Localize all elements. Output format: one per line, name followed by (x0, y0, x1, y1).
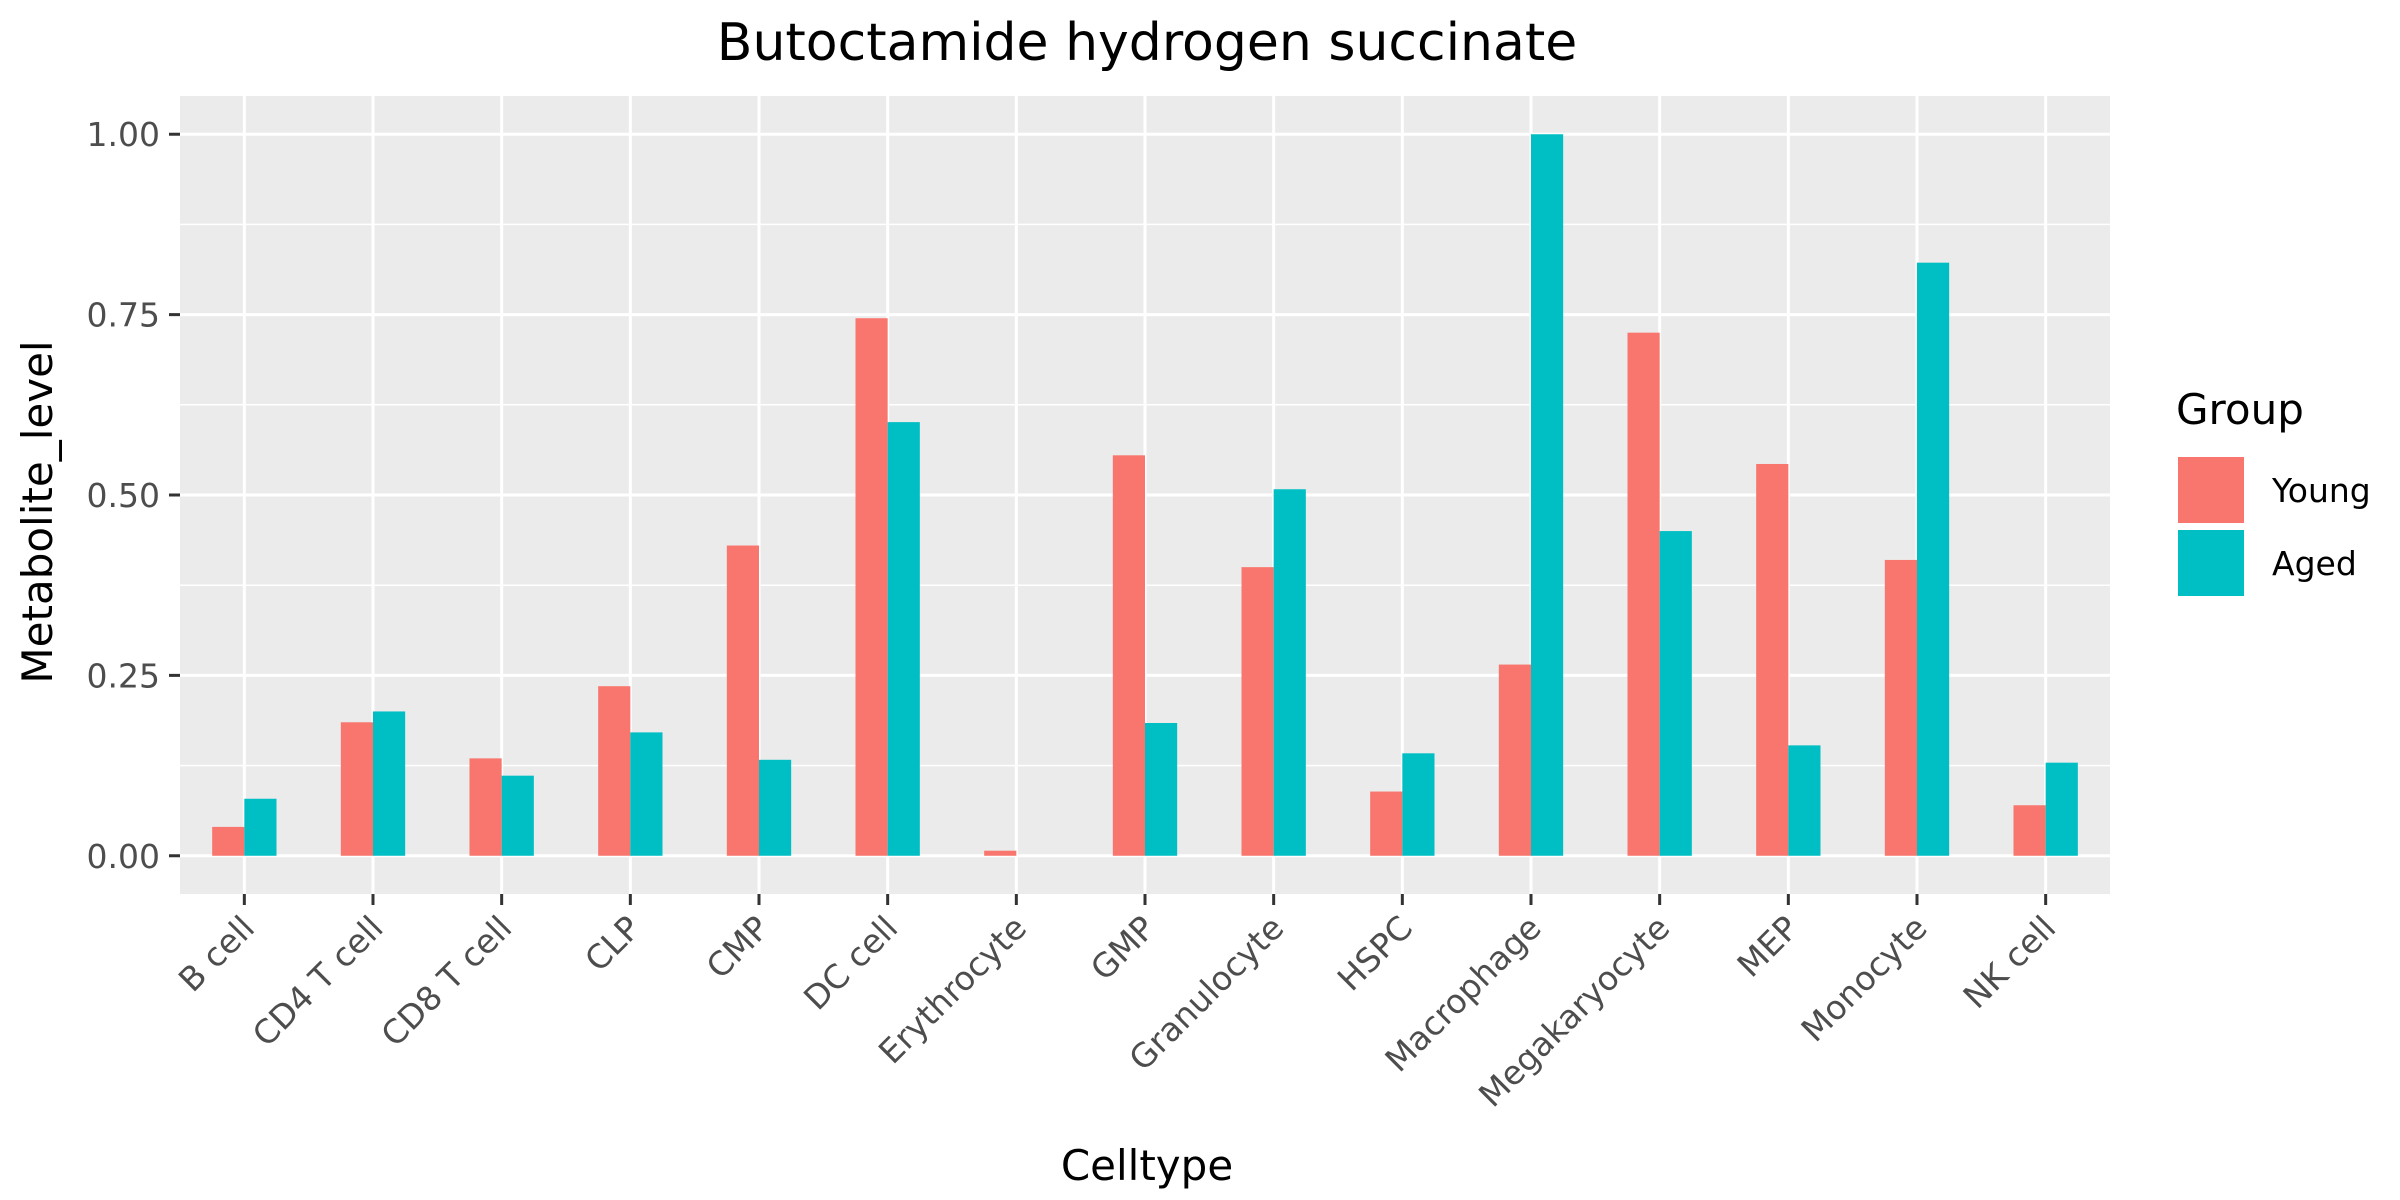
bar-aged-nk-cell (2045, 762, 2078, 856)
legend-label-aged: Aged (2272, 544, 2357, 583)
legend-title: Group (2176, 385, 2304, 434)
bar-young-clp (598, 686, 631, 856)
bar-aged-b-cell (244, 798, 277, 856)
y-axis-title: Metabolite_level (13, 340, 62, 683)
bar-young-macrophage (1498, 664, 1531, 856)
bar-young-cd8-t-cell (469, 758, 502, 856)
bar-young-cd4-t-cell (340, 722, 373, 856)
bars (212, 134, 2078, 856)
bar-young-hspc (1370, 791, 1403, 856)
legend-swatch-aged (2178, 530, 2244, 596)
legend-swatch-young (2178, 457, 2244, 523)
bar-young-erythrocyte (984, 850, 1017, 856)
bar-aged-cmp (759, 759, 792, 856)
bar-young-mep (1756, 463, 1789, 856)
bar-young-b-cell (212, 826, 245, 856)
chart-title: Butoctamide hydrogen succinate (717, 13, 1577, 73)
legend-label-young: Young (2271, 471, 2371, 510)
bar-aged-megakaryocyte (1659, 531, 1692, 856)
bar-aged-dc-cell (887, 422, 920, 856)
bar-young-dc-cell (855, 318, 888, 856)
x-axis-title: Celltype (1061, 1141, 1233, 1190)
x-tick-label: Monocyte (1793, 908, 1934, 1049)
y-tick-label: 0.75 (87, 296, 160, 335)
legend: Group Young Aged (2176, 385, 2371, 596)
bar-aged-macrophage (1531, 134, 1564, 856)
y-tick-label: 0.50 (87, 476, 160, 515)
y-tick-label: 0.25 (87, 656, 160, 695)
y-axis: 0.00 0.25 0.50 0.75 1.00 (87, 115, 180, 876)
x-tick-label: HSPC (1330, 908, 1420, 998)
bar-aged-clp (630, 732, 663, 856)
y-tick-label: 0.00 (87, 837, 160, 876)
bar-aged-mep (1788, 745, 1821, 856)
bar-aged-granulocyte (1273, 489, 1306, 856)
x-tick-label: GMP (1083, 908, 1163, 988)
x-tick-label: B cell (171, 908, 262, 999)
x-tick-label: CMP (699, 908, 777, 986)
x-tick-label: CLP (577, 908, 648, 979)
x-tick-label: CD8 T cell (373, 908, 519, 1054)
bar-young-monocyte (1884, 559, 1917, 856)
bar-aged-monocyte (1917, 262, 1950, 856)
bar-aged-hspc (1402, 753, 1435, 856)
x-tick-label: CD4 T cell (245, 908, 391, 1054)
bar-young-megakaryocyte (1627, 332, 1660, 856)
x-tick-label: MEP (1729, 908, 1806, 985)
bar-aged-cd4-t-cell (373, 711, 406, 856)
x-tick-label: NK cell (1955, 908, 2063, 1016)
x-tick-label: DC cell (796, 908, 905, 1017)
y-tick-label: 1.00 (87, 115, 160, 154)
bar-young-cmp (726, 545, 759, 856)
bar-young-gmp (1112, 455, 1145, 856)
bar-young-granulocyte (1241, 567, 1274, 856)
bar-aged-gmp (1145, 723, 1178, 856)
bar-young-nk-cell (2013, 805, 2046, 856)
bar-aged-cd8-t-cell (501, 775, 534, 856)
